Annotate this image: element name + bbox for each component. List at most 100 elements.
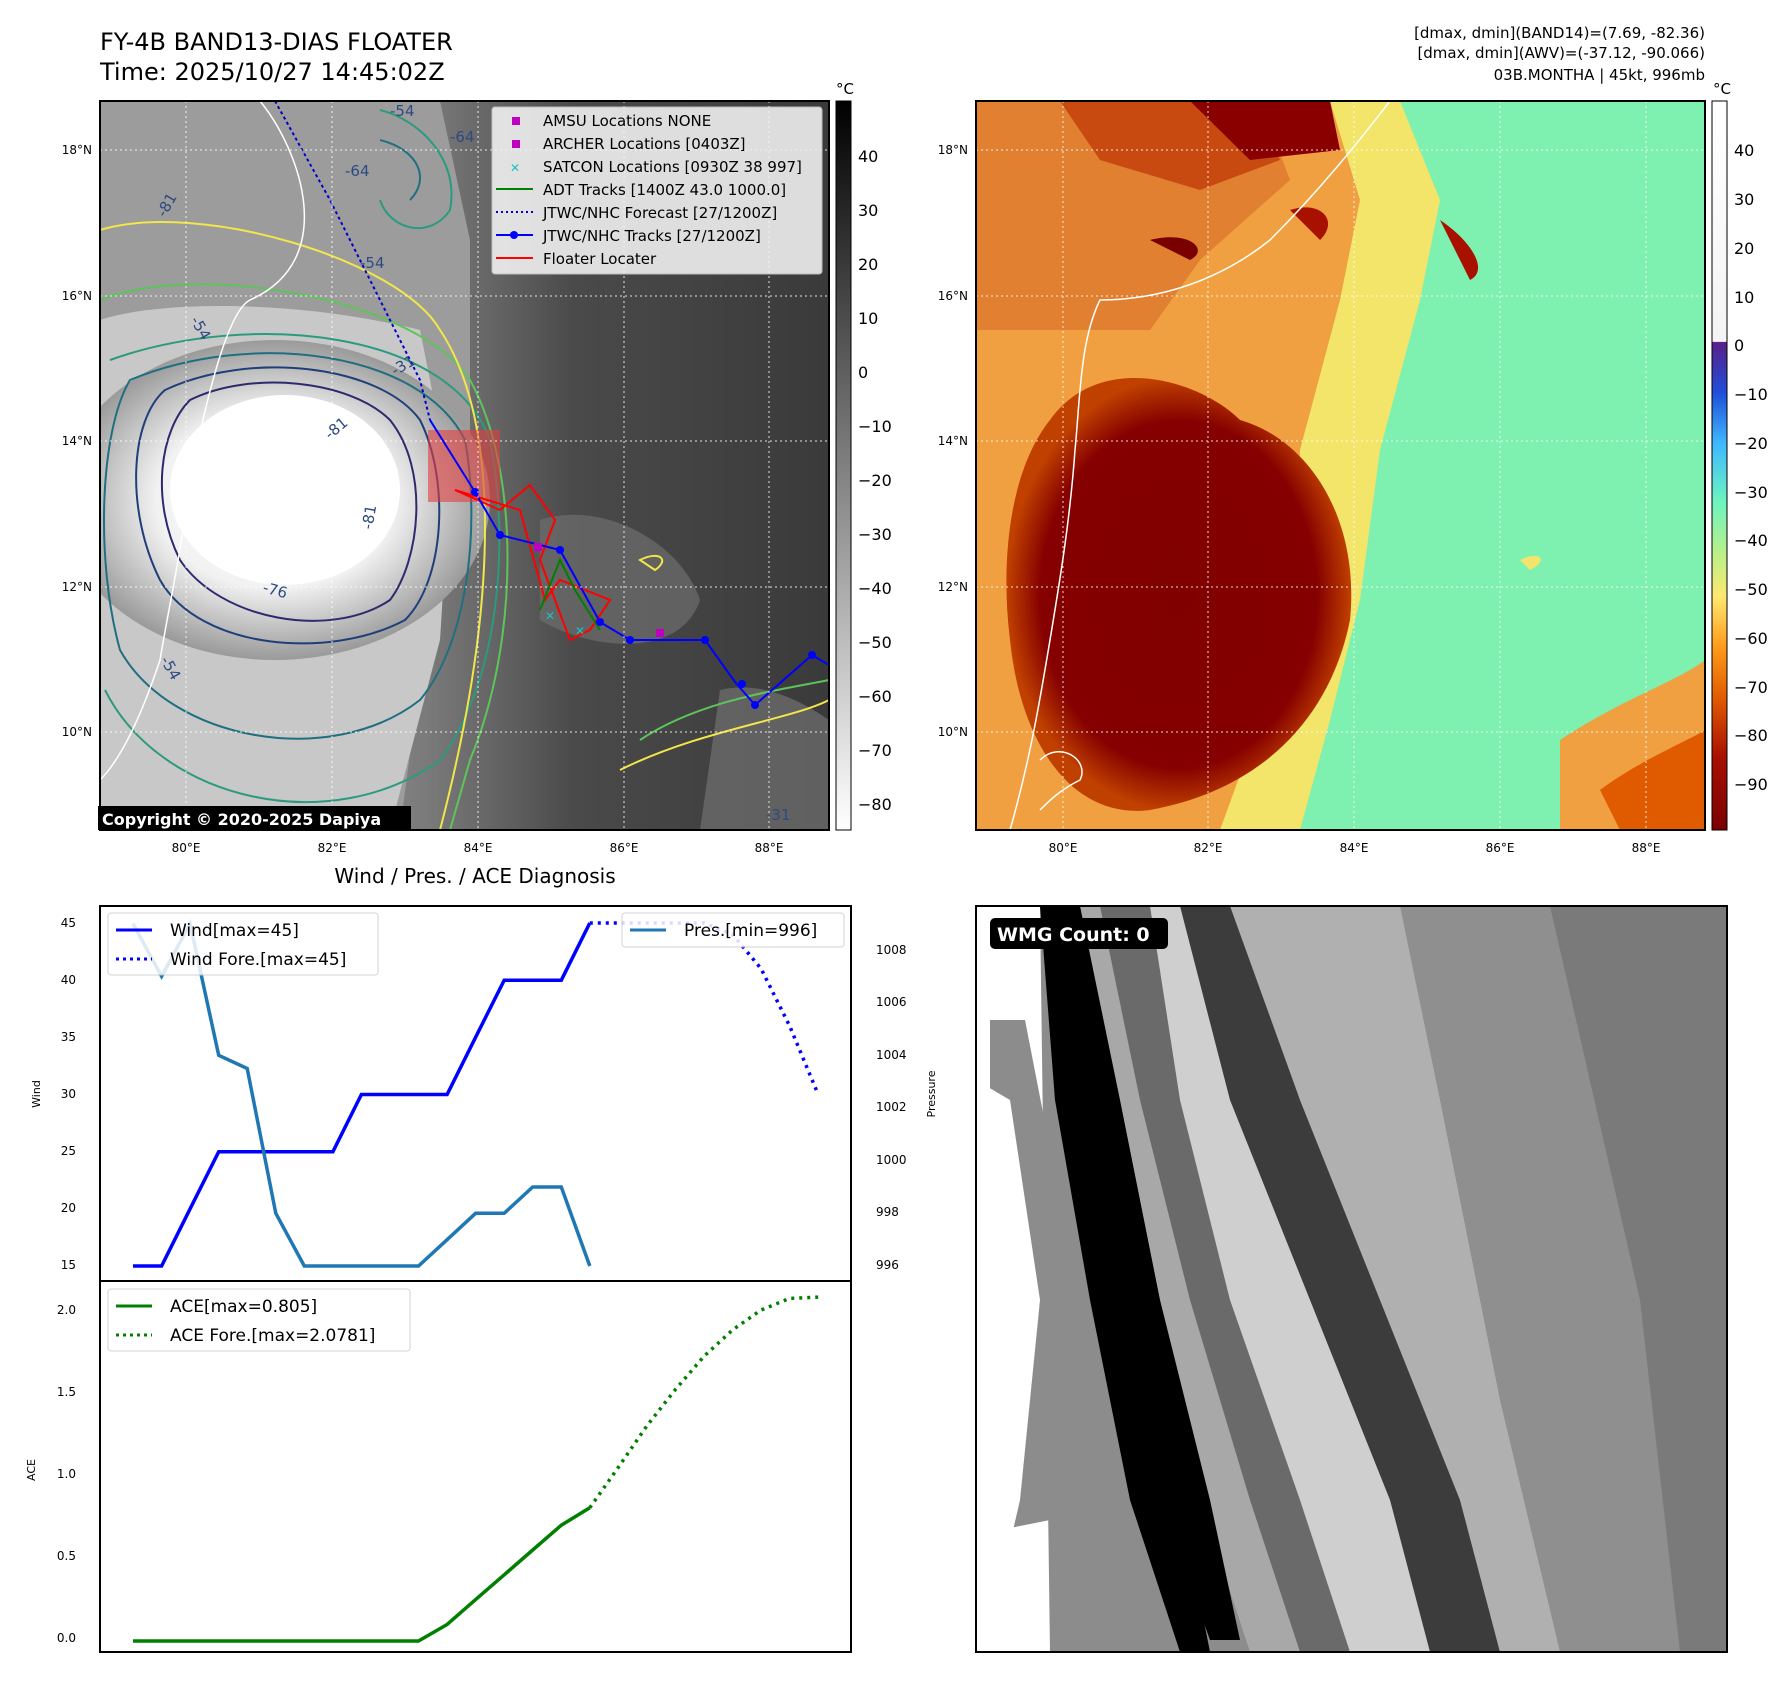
- awv-ytick: 10°N: [938, 725, 968, 739]
- legend-label-amsu: AMSU Locations NONE: [543, 112, 711, 130]
- ir-ytick: 10°N: [62, 725, 92, 739]
- ir-ytick: 12°N: [62, 580, 92, 594]
- info-line-1: [dmax, dmin](BAND14)=(7.69, -82.36): [1414, 24, 1705, 42]
- awv-xtick: 86°E: [1486, 841, 1515, 855]
- ace-series-group: [133, 1295, 819, 1643]
- awv-ytick: 12°N: [938, 580, 968, 594]
- wind-ytick: 40: [61, 973, 76, 987]
- awv-cbar-tick: −50: [1734, 580, 1768, 599]
- awv-cbar-tick: −20: [1734, 434, 1768, 453]
- awv-ytick: 14°N: [938, 434, 968, 448]
- ir-xtick: 82°E: [318, 841, 347, 855]
- ace-legend: ACE[max=0.805] ACE Fore.[max=2.0781]: [107, 1288, 411, 1352]
- awv-xtick: 82°E: [1194, 841, 1223, 855]
- awv-cbar-tick: −80: [1734, 726, 1768, 745]
- legend-label-ace-fore: ACE Fore.[max=2.0781]: [170, 1326, 375, 1346]
- awv-cbar-tick: 40: [1734, 141, 1754, 160]
- wind-ytick: 45: [61, 916, 76, 930]
- awv-cbar-tick: −40: [1734, 531, 1768, 550]
- title-line-1: FY-4B BAND13-DIAS FLOATER: [100, 28, 453, 56]
- pressure-legend: Pres.[min=996]: [621, 912, 845, 948]
- ace-panel: 2.0 1.5 1.0 0.5 0.0 ACE ACE[max=0.805] A…: [25, 1280, 852, 1653]
- pressure-ytick: 1000: [876, 1153, 907, 1167]
- legend-label-pressure: Pres.[min=996]: [684, 921, 817, 941]
- awv-ytick: 16°N: [938, 289, 968, 303]
- pressure-ytick: 1006: [876, 995, 907, 1009]
- wmg-panel: WMG Count: 0: [975, 905, 1728, 1653]
- wind-line: [133, 922, 592, 1268]
- svg-text:✕: ✕: [575, 624, 585, 638]
- svg-text:✕: ✕: [545, 609, 555, 623]
- wmg-count-badge: WMG Count: 0: [997, 924, 1150, 946]
- legend-label-ace: ACE[max=0.805]: [170, 1297, 317, 1317]
- contour-label: -64: [345, 162, 370, 180]
- contour-label: -76: [261, 578, 289, 602]
- wind-pressure-panel: Wind / Pres. / ACE Diagnosis 45 40 35 30…: [30, 864, 938, 1282]
- ir-xtick: 80°E: [172, 841, 201, 855]
- legend-marker-archer: [512, 140, 520, 148]
- legend-label-adt: ADT Tracks [1400Z 43.0 1000.0]: [543, 181, 786, 199]
- ir-cbar-tick: −30: [858, 525, 892, 544]
- contour-label: -64: [450, 128, 475, 146]
- awv-xtick: 84°E: [1340, 841, 1369, 855]
- ir-cbar-tick: 0: [858, 363, 868, 382]
- awv-cbar-tick: −30: [1734, 483, 1768, 502]
- contour-label: -81: [358, 503, 380, 530]
- ir-cbar-unit: °C: [836, 80, 854, 98]
- ir-xtick: 86°E: [610, 841, 639, 855]
- ir-cbar-tick: −40: [858, 579, 892, 598]
- ir-colorbar: °C 40 30 20 10 0 −10 −20 −30 −40 −50 −60…: [835, 80, 892, 831]
- awv-cbar-tick: −60: [1734, 629, 1768, 648]
- awv-xtick: 88°E: [1632, 841, 1661, 855]
- ir-xtick: 84°E: [464, 841, 493, 855]
- ir-cbar-tick: 40: [858, 147, 878, 166]
- ir-ytick: 14°N: [62, 434, 92, 448]
- pressure-ytick: 1008: [876, 943, 907, 957]
- title-line-2: Time: 2025/10/27 14:45:02Z: [99, 58, 445, 86]
- awv-cbar-tick: −70: [1734, 678, 1768, 697]
- ace-ytick: 1.0: [57, 1467, 76, 1481]
- ir-xtick: 88°E: [755, 841, 784, 855]
- ir-cbar-tick: −20: [858, 471, 892, 490]
- ir-legend: AMSU Locations NONE ARCHER Locations [04…: [491, 106, 823, 275]
- contour-label: -54: [360, 254, 385, 272]
- info-line-2: [dmax, dmin](AWV)=(-37.12, -90.066): [1417, 44, 1705, 62]
- legend-label-wind-fore: Wind Fore.[max=45]: [170, 950, 346, 970]
- ace-ytick: 2.0: [57, 1303, 76, 1317]
- ace-forecast-line: [588, 1295, 819, 1509]
- pressure-ylabel: Pressure: [925, 1070, 938, 1117]
- wmg-imagery: [976, 906, 1727, 1652]
- contour-label: -54: [390, 102, 415, 120]
- wind-ytick: 35: [61, 1030, 76, 1044]
- ir-cbar-tick: −10: [858, 417, 892, 436]
- ir-cbar-tick: −50: [858, 633, 892, 652]
- legend-label-floater: Floater Locater: [543, 250, 657, 268]
- legend-label-tracks: JTWC/NHC Tracks [27/1200Z]: [542, 227, 761, 245]
- pressure-ytick: 998: [876, 1205, 899, 1219]
- ir-ytick: 18°N: [62, 143, 92, 157]
- wind-ylabel: Wind: [30, 1080, 43, 1108]
- wind-legend: Wind[max=45] Wind Fore.[max=45]: [107, 912, 379, 976]
- ir-ytick: 16°N: [62, 289, 92, 303]
- legend-label-wind: Wind[max=45]: [170, 921, 299, 941]
- awv-colorbar: °C 40 30 20 10 0 −10 −20 −30 −40 −50 −60…: [1711, 80, 1768, 831]
- wind-ytick: 15: [61, 1258, 76, 1272]
- awv-map-panel: 80°E 82°E 84°E 86°E 88°E 18°N 16°N 14°N …: [938, 80, 1768, 855]
- awv-cbar-tick: 0: [1734, 336, 1744, 355]
- wind-ytick: 25: [61, 1144, 76, 1158]
- ace-ytick: 1.5: [57, 1385, 76, 1399]
- ir-cbar-tick: 30: [858, 201, 878, 220]
- legend-marker-satcon: ✕: [510, 161, 520, 175]
- legend-label-satcon: SATCON Locations [0930Z 38 997]: [543, 158, 802, 176]
- copyright-label: Copyright © 2020-2025 Dapiya: [102, 810, 381, 829]
- contour-label: -31: [766, 806, 791, 824]
- awv-cbar-tick: 20: [1734, 239, 1754, 258]
- pressure-ytick: 1002: [876, 1100, 907, 1114]
- awv-cbar-unit: °C: [1713, 80, 1731, 98]
- info-line-3: 03B.MONTHA | 45kt, 996mb: [1494, 66, 1705, 84]
- legend-marker-amsu: [512, 117, 520, 125]
- pressure-ytick: 996: [876, 1258, 899, 1272]
- awv-xtick: 80°E: [1049, 841, 1078, 855]
- ir-map-panel: ✕ ✕ -54 -64 -64 -54 -54 -81 -76 -81: [62, 80, 892, 855]
